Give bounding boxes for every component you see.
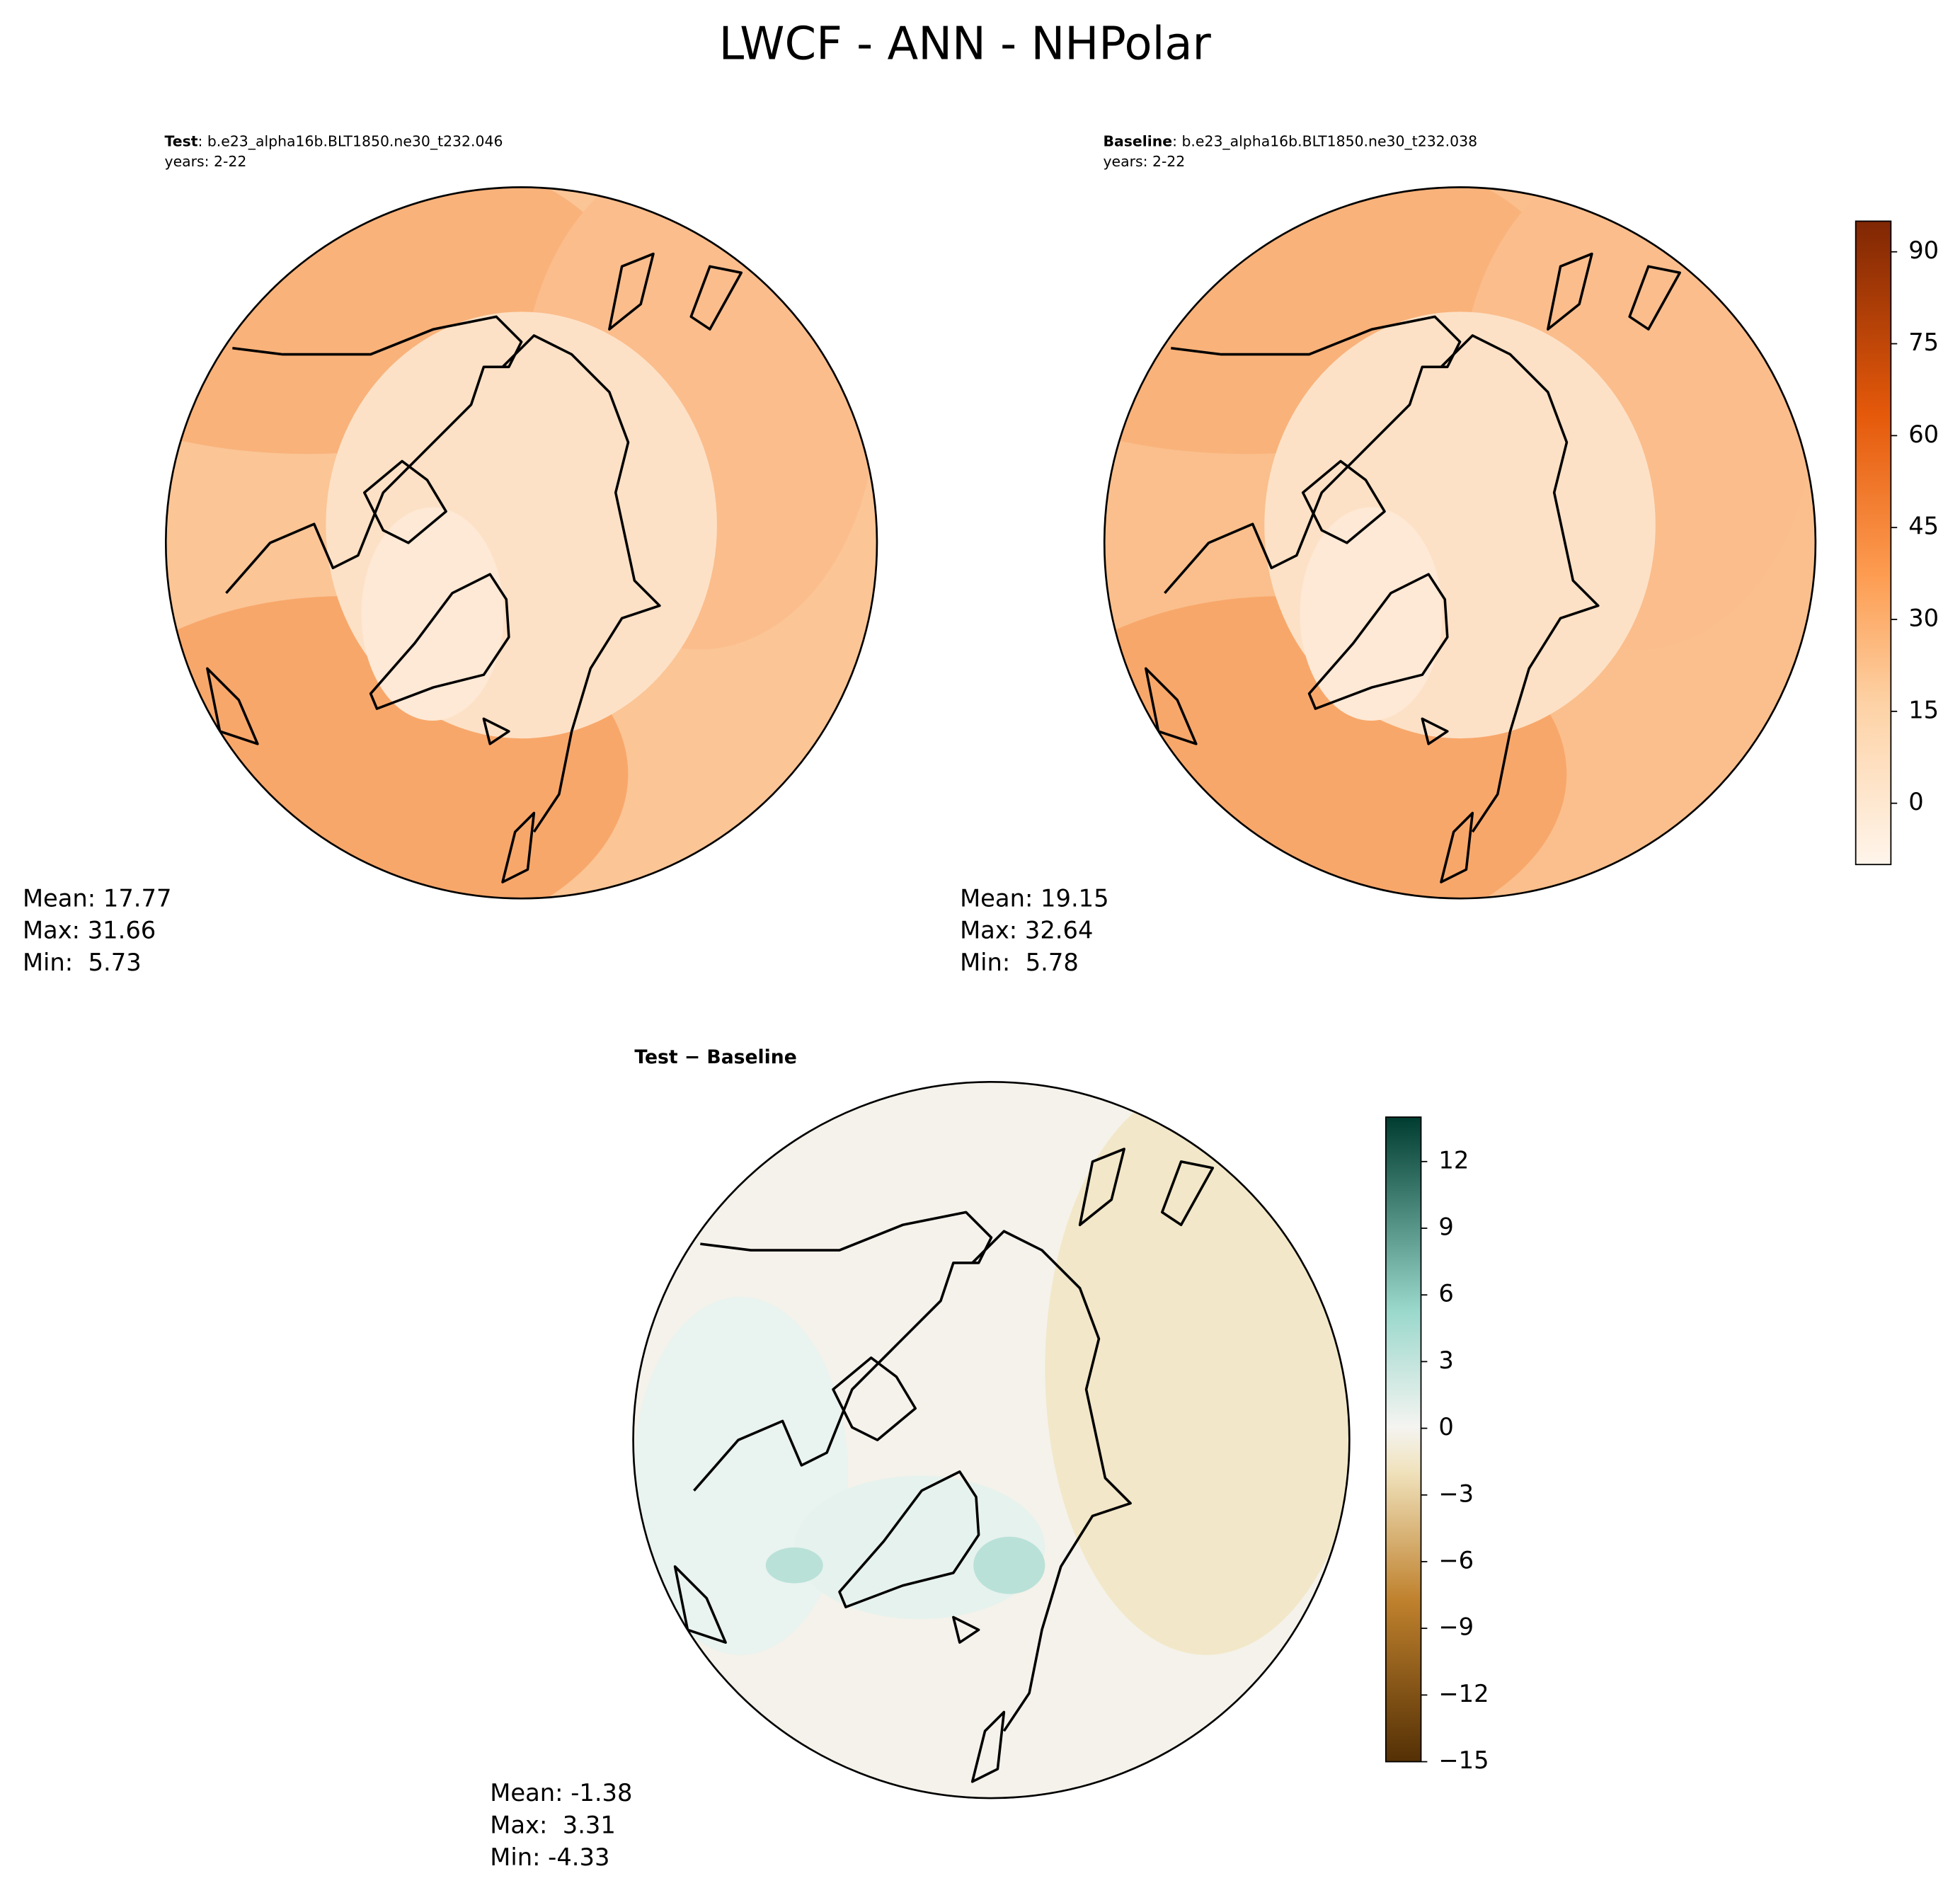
difference-title: Test − Baseline	[634, 1046, 796, 1068]
panel-label: Test	[165, 133, 198, 150]
map-contour	[765, 1547, 823, 1584]
case-name: : b.e23_alpha16b.BLT1850.ne30_t232.038	[1172, 133, 1477, 150]
colorbar-frame	[1385, 220, 1892, 1763]
colorbar-tick-label: 90	[1908, 236, 1939, 264]
panel-label: Baseline	[1103, 133, 1172, 150]
polar-map	[1104, 187, 1816, 899]
colorbar-tick-label: −6	[1438, 1546, 1474, 1574]
stat: Mean: 19.15	[960, 884, 1108, 912]
case-name: : b.e23_alpha16b.BLT1850.ne30_t232.046	[197, 133, 503, 150]
panel-header: Test: b.e23_alpha16b.BLT1850.ne30_t232.0…	[165, 133, 503, 150]
map-contour	[361, 507, 504, 721]
colorbar-tick-label: 60	[1908, 420, 1939, 448]
colorbar-tick-label: 75	[1908, 328, 1939, 356]
polar-map	[166, 187, 877, 899]
stat: Min: 5.78	[960, 949, 1079, 976]
stat: Min: -4.33	[490, 1843, 609, 1871]
stat: Max: 32.64	[960, 917, 1093, 944]
colorbar-tick-label: −9	[1438, 1613, 1474, 1641]
colorbar-tick-label: 12	[1438, 1146, 1469, 1174]
colorbar-tick-label: 9	[1438, 1213, 1453, 1241]
map-contour	[973, 1536, 1045, 1594]
map-border	[632, 1080, 1351, 1800]
colorbar-tick-label: −3	[1438, 1480, 1474, 1507]
colorbar-tick-label: 0	[1908, 788, 1923, 816]
stat: Mean: -1.38	[490, 1779, 632, 1807]
figure-title: LWCF - ANN - NHPolar	[719, 18, 1212, 70]
stat: Min: 5.73	[23, 949, 142, 976]
stat: Mean: 17.77	[23, 884, 171, 912]
polar-map	[633, 1082, 1350, 1799]
map-contour	[1300, 507, 1443, 721]
stat: Max: 31.66	[23, 917, 156, 944]
stat: Max: 3.31	[490, 1811, 616, 1838]
colorbar-tick-label: 30	[1908, 605, 1939, 632]
panel-header: Baseline: b.e23_alpha16b.BLT1850.ne30_t2…	[1103, 133, 1477, 150]
map-contour	[633, 1296, 849, 1655]
map-border	[164, 186, 878, 900]
map-border	[1103, 186, 1817, 900]
years: years: 2-22	[1103, 153, 1185, 170]
colorbar-tick-label: −15	[1438, 1746, 1489, 1774]
colorbar-tick-label: 6	[1438, 1280, 1453, 1308]
colorbar-tick-label: 15	[1908, 696, 1939, 723]
colorbar-tick-label: 0	[1438, 1413, 1453, 1441]
colorbar-tick-label: 45	[1908, 513, 1939, 540]
colorbar-tick-label: 3	[1438, 1346, 1453, 1374]
colorbar-tick-label: −12	[1438, 1680, 1489, 1707]
years: years: 2-22	[165, 153, 247, 170]
